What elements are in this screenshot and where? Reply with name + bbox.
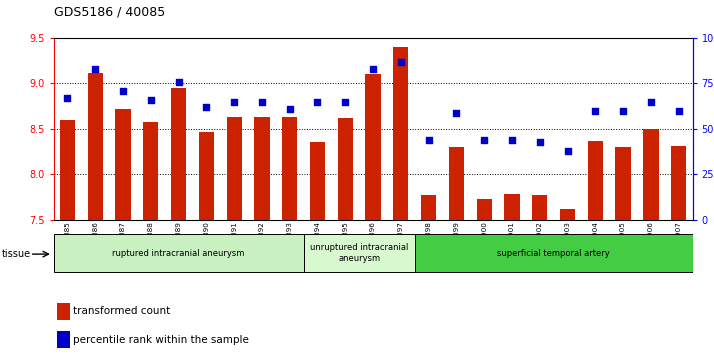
Bar: [393, 47, 408, 220]
Bar: [560, 209, 575, 220]
Point: [367, 66, 378, 72]
Text: GDS5186 / 40085: GDS5186 / 40085: [54, 5, 165, 19]
Bar: [57, 331, 69, 348]
Bar: [476, 199, 492, 220]
Bar: [421, 195, 436, 220]
Bar: [143, 122, 159, 220]
Bar: [532, 195, 548, 220]
Bar: [54, 234, 303, 272]
Text: transformed count: transformed count: [74, 306, 171, 316]
Bar: [303, 234, 415, 272]
Bar: [198, 131, 214, 220]
Bar: [643, 129, 658, 220]
Bar: [671, 146, 686, 220]
Point: [506, 137, 518, 143]
Point: [340, 99, 351, 105]
Point: [562, 148, 573, 154]
Bar: [57, 303, 69, 320]
Point: [145, 97, 156, 103]
Bar: [366, 74, 381, 220]
Bar: [310, 143, 325, 220]
Bar: [504, 194, 520, 220]
Point: [89, 66, 101, 72]
Point: [673, 108, 685, 114]
Bar: [60, 120, 75, 220]
Bar: [226, 117, 242, 220]
Bar: [282, 117, 297, 220]
Point: [423, 137, 434, 143]
Point: [478, 137, 490, 143]
Point: [228, 99, 240, 105]
Text: percentile rank within the sample: percentile rank within the sample: [74, 335, 249, 345]
Bar: [415, 234, 693, 272]
Text: ruptured intracranial aneurysm: ruptured intracranial aneurysm: [112, 249, 245, 258]
Text: superficial temporal artery: superficial temporal artery: [497, 249, 610, 258]
Text: tissue: tissue: [1, 249, 31, 259]
Point: [590, 108, 601, 114]
Bar: [116, 109, 131, 220]
Text: unruptured intracranial
aneurysm: unruptured intracranial aneurysm: [310, 244, 408, 263]
Bar: [88, 73, 103, 220]
Point: [117, 88, 129, 94]
Bar: [171, 88, 186, 220]
Point: [534, 139, 545, 144]
Point: [284, 106, 296, 112]
Point: [256, 99, 268, 105]
Bar: [338, 118, 353, 220]
Bar: [615, 147, 630, 220]
Point: [173, 79, 184, 85]
Point: [312, 99, 323, 105]
Bar: [254, 117, 270, 220]
Bar: [449, 147, 464, 220]
Point: [451, 110, 462, 115]
Bar: [588, 141, 603, 220]
Point: [395, 59, 406, 65]
Point: [645, 99, 657, 105]
Point: [61, 95, 73, 101]
Point: [618, 108, 629, 114]
Point: [201, 104, 212, 110]
